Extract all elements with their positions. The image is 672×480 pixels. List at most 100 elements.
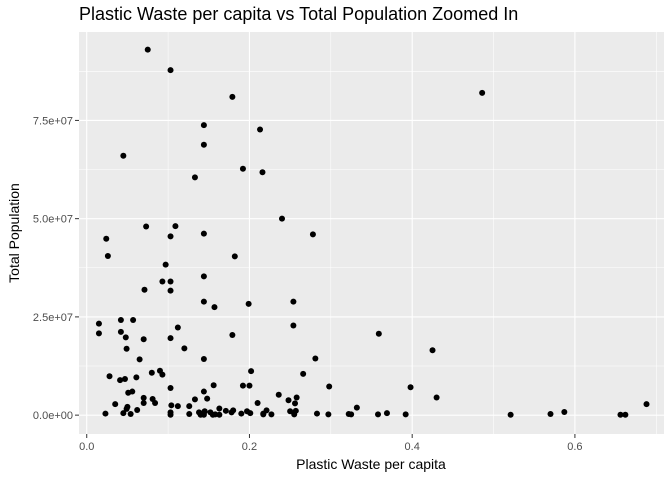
data-point (561, 408, 568, 415)
data-point (133, 374, 140, 381)
data-point (104, 252, 111, 259)
data-point (186, 403, 193, 410)
data-point (617, 411, 624, 418)
grid-layer (79, 32, 664, 434)
data-point (121, 375, 128, 382)
data-point (239, 165, 246, 172)
data-point (106, 373, 113, 380)
data-point (212, 411, 219, 418)
data-point (238, 410, 245, 417)
data-point (167, 67, 174, 74)
points-layer (95, 46, 650, 418)
data-point (181, 345, 188, 352)
data-point (204, 395, 211, 402)
data-point (117, 328, 124, 335)
data-point (95, 320, 102, 327)
data-point (275, 391, 282, 398)
data-point (210, 382, 217, 389)
data-point (197, 411, 204, 418)
data-point (159, 278, 166, 285)
data-point (167, 335, 174, 342)
data-point (429, 347, 436, 354)
data-point (222, 407, 229, 414)
data-point (186, 410, 193, 417)
data-point (167, 233, 174, 240)
data-point (293, 394, 300, 401)
y-tick-label: 7.5e+07 (33, 115, 73, 127)
data-point (200, 141, 207, 148)
data-point (260, 410, 267, 417)
data-point (168, 402, 175, 409)
y-axis-title: Total Population (6, 183, 22, 283)
data-point (313, 410, 320, 417)
data-point (162, 261, 169, 268)
data-point (167, 278, 174, 285)
data-point (200, 122, 207, 129)
data-point (172, 223, 179, 230)
axis-layer: 0.0 0.2 0.4 0.6 0.0e+00 2.5e+07 5.0e+07 7.5e+07 (33, 115, 583, 453)
data-point (285, 397, 292, 404)
data-point (290, 322, 297, 329)
data-point (174, 324, 181, 331)
data-point (130, 317, 137, 324)
data-point (120, 410, 127, 417)
data-point (141, 286, 148, 293)
data-point (174, 403, 181, 410)
data-point (159, 371, 166, 378)
data-point (257, 126, 264, 133)
data-point (167, 411, 174, 418)
data-point (402, 411, 409, 418)
data-point (127, 410, 134, 417)
data-point (279, 215, 286, 222)
data-point (122, 334, 129, 341)
data-point (103, 235, 110, 242)
data-point (309, 231, 316, 238)
data-point (292, 400, 299, 407)
data-point (123, 405, 130, 412)
data-point (622, 411, 629, 418)
x-tick-label: 0.2 (242, 441, 257, 453)
y-tick-label: 2.5e+07 (33, 312, 73, 324)
data-point (231, 253, 238, 260)
data-point (120, 152, 127, 159)
data-point (268, 411, 275, 418)
data-point (95, 330, 102, 337)
data-point (125, 389, 132, 396)
data-point (200, 388, 207, 395)
data-point (140, 399, 147, 406)
data-point (229, 331, 236, 338)
data-point (375, 411, 382, 418)
x-tick-label: 0.4 (405, 441, 420, 453)
data-point (229, 93, 236, 100)
data-point (247, 410, 254, 417)
data-point (643, 401, 650, 408)
data-point (325, 411, 332, 418)
data-point (140, 336, 147, 343)
data-point (200, 298, 207, 305)
data-point (228, 409, 235, 416)
plot-panel (79, 32, 664, 434)
data-point (211, 304, 218, 311)
data-point (547, 410, 554, 417)
data-point (112, 401, 119, 408)
data-point (144, 46, 151, 53)
data-point (152, 399, 159, 406)
x-tick-label: 0.6 (567, 441, 582, 453)
y-tick-label: 0.0e+00 (33, 410, 73, 422)
data-point (140, 394, 147, 401)
data-point (507, 411, 514, 418)
data-point (191, 174, 198, 181)
data-point (134, 407, 141, 414)
data-point (167, 385, 174, 392)
data-point (479, 89, 486, 96)
data-point (117, 317, 124, 324)
data-point (200, 355, 207, 362)
data-point (312, 355, 319, 362)
data-point (433, 394, 440, 401)
data-point (246, 382, 253, 389)
data-point (290, 298, 297, 305)
data-point (143, 223, 150, 230)
data-point (353, 404, 360, 411)
x-axis-title: Plastic Waste per capita (296, 456, 446, 472)
